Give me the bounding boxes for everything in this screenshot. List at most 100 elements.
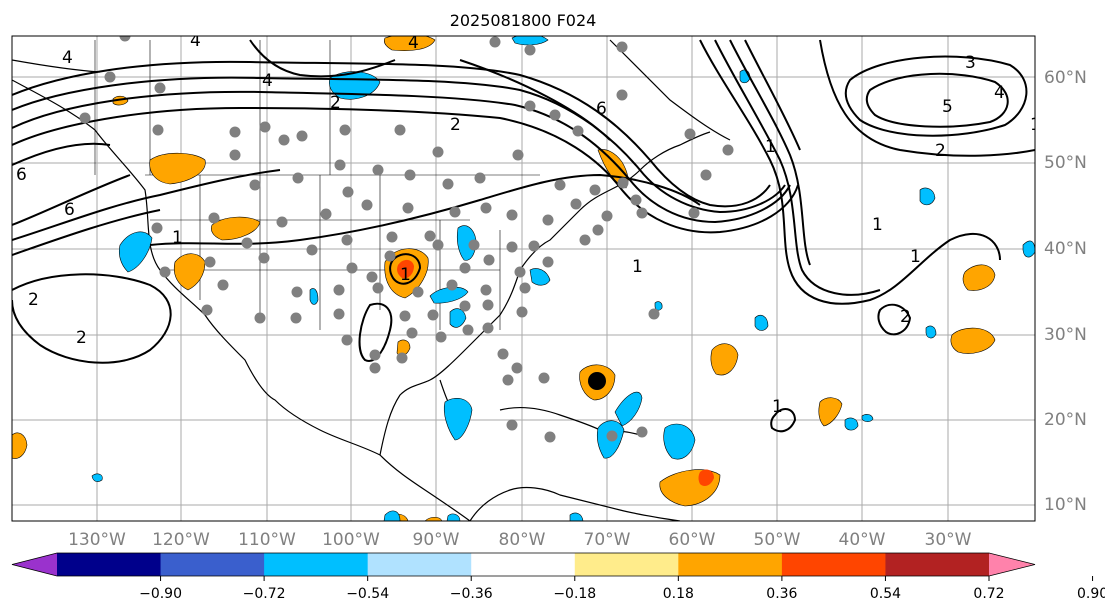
station-marker (241, 237, 253, 249)
station-marker (449, 206, 461, 218)
contour-label: 4 (62, 48, 73, 68)
station-marker (468, 239, 480, 251)
station-marker (636, 207, 648, 219)
contour-label: 6 (16, 165, 27, 185)
contour-label: 2 (76, 328, 87, 348)
positive-anomaly-area (962, 264, 996, 291)
colorbar-segment (885, 553, 990, 576)
negative-anomaly-area (663, 423, 696, 460)
lon-label: 130°W (68, 530, 126, 550)
station-marker (630, 194, 642, 206)
lon-label: 80°W (499, 530, 546, 550)
station-marker (201, 304, 213, 316)
station-marker (278, 134, 290, 146)
positive-anomaly-area (383, 36, 436, 51)
station-marker (159, 266, 171, 278)
negative-anomaly-area (456, 225, 477, 261)
contour-label: 2 (935, 141, 946, 161)
colorbar-tick-label: −0.18 (553, 586, 596, 602)
colorbar-segment (574, 553, 679, 576)
contour-label: 1 (400, 265, 411, 285)
station-marker (579, 234, 591, 246)
station-marker (154, 82, 166, 94)
station-marker (524, 44, 536, 56)
colorbar-segment (57, 553, 162, 576)
colorbar-segment (367, 553, 472, 576)
negative-anomaly-area (309, 288, 319, 305)
map-frame (11, 35, 1036, 522)
station-marker (489, 36, 501, 48)
negative-anomaly-area (861, 414, 874, 422)
storm-center-marker (588, 372, 606, 390)
contour-label: 1 (632, 257, 643, 277)
station-marker (570, 198, 582, 210)
strong-positive-anomaly (397, 259, 414, 279)
station-marker (79, 112, 91, 124)
station-marker (435, 331, 447, 343)
contour-label: 1 (872, 215, 883, 235)
contour-label: 1 (910, 247, 921, 267)
figure-title: 2025081800 F024 (450, 11, 597, 30)
station-marker (648, 308, 660, 320)
station-marker (396, 352, 408, 364)
strong-positive-anomaly (698, 469, 714, 486)
positive-anomaly-area (211, 216, 261, 241)
lat-label: 40°N (1044, 239, 1087, 259)
station-marker (334, 159, 346, 171)
station-marker (217, 279, 229, 291)
station-marker (592, 224, 604, 236)
contour-label: 2 (450, 115, 461, 135)
lon-label: 60°W (669, 530, 716, 550)
longitude-labels: 130°W 120°W 110°W 100°W 90°W 80°W 70°W 6… (68, 530, 972, 550)
station-marker (459, 300, 471, 312)
positive-anomaly-area (950, 327, 996, 354)
station-marker (119, 36, 131, 42)
negative-anomaly-area (91, 473, 103, 482)
station-marker (549, 109, 561, 121)
station-marker (249, 179, 261, 191)
graticule (12, 36, 1035, 521)
station-marker (512, 149, 524, 161)
station-marker (384, 250, 396, 262)
lon-label: 40°W (839, 530, 886, 550)
station-marker (412, 286, 424, 298)
station-marker (506, 241, 518, 253)
station-marker (617, 177, 629, 189)
station-marker (606, 430, 618, 442)
latitude-labels: 60°N 50°N 40°N 30°N 20°N 10°N (1044, 68, 1087, 515)
colorbar-extend-low (12, 553, 57, 576)
lon-label: 120°W (152, 530, 210, 550)
negative-anomaly-area (1022, 240, 1035, 258)
lon-label: 30°W (925, 530, 972, 550)
station-marker (502, 374, 514, 386)
contour-label: 3 (965, 53, 976, 73)
lon-label: 90°W (413, 530, 460, 550)
station-marker (369, 362, 381, 374)
negative-anomaly-area (449, 308, 467, 328)
station-marker (292, 172, 304, 184)
colorbar-tick-label: 0.36 (766, 586, 797, 602)
colorbar-tick-label: −0.72 (243, 586, 286, 602)
negative-anomaly-area (446, 513, 461, 521)
station-marker (511, 362, 523, 374)
positive-anomaly-area (12, 432, 28, 459)
lon-label: 110°W (238, 530, 296, 550)
negative-anomaly-area (614, 391, 643, 427)
colorbar-segment (781, 553, 886, 576)
station-markers (79, 36, 734, 443)
colorbar-tick-label: 0.90 (1077, 586, 1105, 602)
negative-anomaly-area (919, 187, 936, 206)
station-marker (544, 431, 556, 443)
station-marker (506, 209, 518, 221)
station-marker (342, 186, 354, 198)
station-marker (394, 124, 406, 136)
station-marker (369, 349, 381, 361)
lat-label: 50°N (1044, 153, 1087, 173)
station-marker (474, 172, 486, 184)
colorbar-outline (11, 552, 1036, 577)
contour-label: 6 (596, 99, 607, 119)
station-marker (483, 254, 495, 266)
colorbar-tick-label: 0.18 (663, 586, 694, 602)
station-marker (229, 126, 241, 138)
negative-anomaly-area (383, 510, 401, 521)
